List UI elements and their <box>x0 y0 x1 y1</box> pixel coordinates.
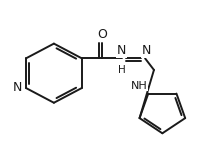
Text: H: H <box>118 65 126 75</box>
Text: NH: NH <box>130 81 147 91</box>
Text: N: N <box>142 45 151 57</box>
Text: N: N <box>13 81 22 94</box>
Text: O: O <box>97 28 107 41</box>
Text: N: N <box>117 45 126 57</box>
